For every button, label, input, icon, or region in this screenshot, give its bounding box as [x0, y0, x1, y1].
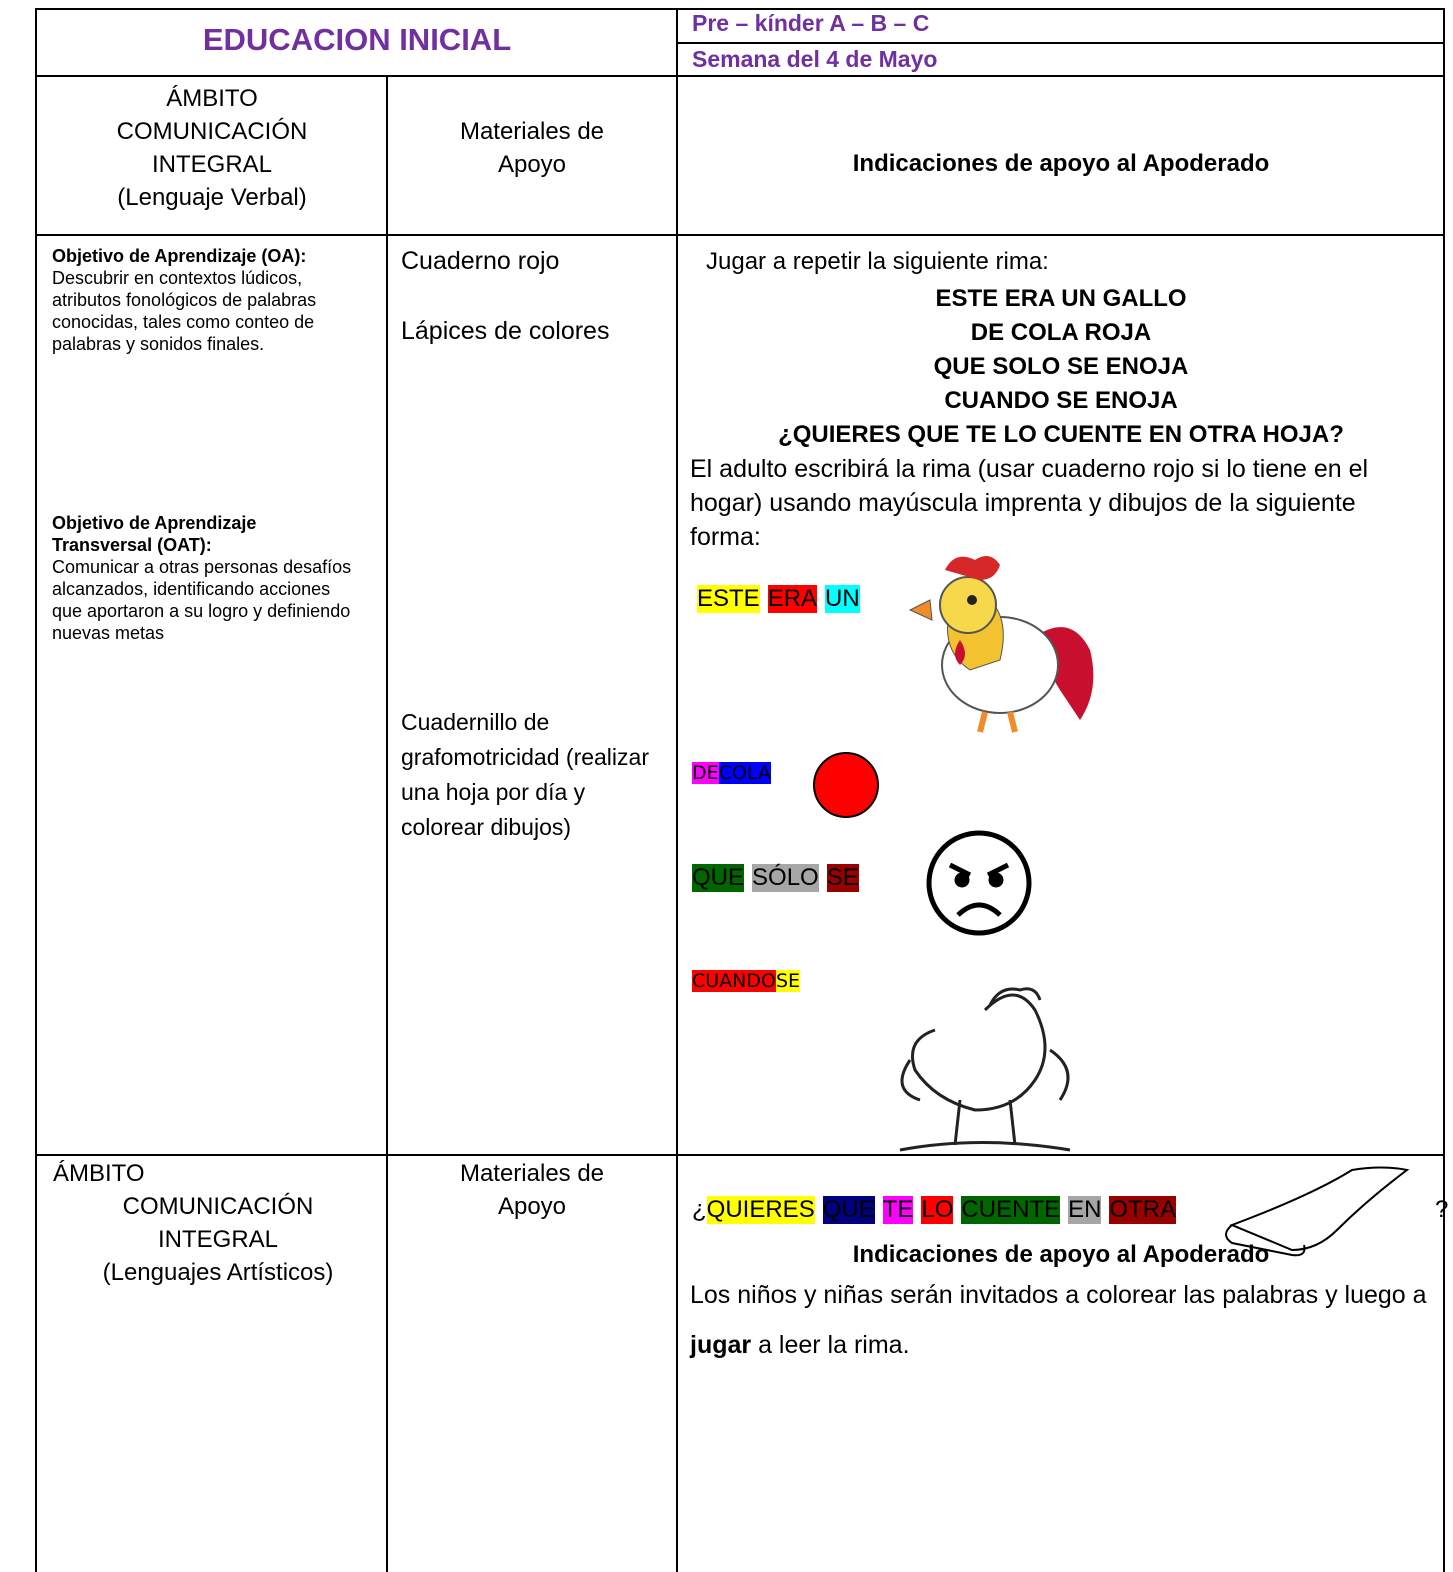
highlighted-word: EN: [1068, 1196, 1102, 1224]
line: COMUNICACIÓN: [122, 1193, 314, 1220]
intro: Jugar a repetir la siguiente rima:: [706, 248, 1049, 275]
highlighted-word: CUENTE: [961, 1196, 1061, 1224]
title: EDUCACION INICIAL: [202, 22, 512, 57]
highlighted-word: TE: [882, 1196, 914, 1224]
highlighted-word: UN: [825, 585, 860, 613]
materials-head: Materiales de Apoyo: [388, 115, 676, 181]
material: Cuaderno rojo: [401, 247, 560, 275]
rooster: [908, 556, 1094, 733]
ambito-head: ÁMBITO COMUNICACIÓN INTEGRAL (Lenguaje V…: [37, 82, 387, 214]
text: a leer la rima.: [751, 1331, 910, 1359]
objective: Objetivo de Aprendizaje (OA): Descubrir e…: [52, 245, 352, 355]
prefix: ¿: [692, 1196, 707, 1223]
rhyme-line: ESTE ERA UN GALLO: [935, 285, 1187, 312]
border: [35, 8, 37, 1572]
line: (Lenguaje Verbal): [117, 184, 307, 211]
highlighted-word: DE: [692, 762, 719, 784]
highlighted-word: SE: [775, 970, 801, 992]
rhyme-line: DE COLA ROJA: [970, 319, 1152, 346]
suffix: ?: [1435, 1196, 1449, 1223]
closing: Los niños y niñas serán invitados a colo…: [690, 1270, 1442, 1370]
explanation: El adulto escribirá la rima (usar cuader…: [690, 455, 1369, 551]
word-row: ESTE ERA UN: [697, 585, 868, 613]
objective-text: Comunicar a otras personas desafíos alca…: [52, 557, 352, 643]
angry-rooster: [899, 987, 1071, 1152]
line: Apoyo: [497, 1193, 567, 1220]
highlighted-word: LO: [921, 1196, 954, 1224]
objective-title: Objetivo de Aprendizaje (OA):: [52, 246, 307, 266]
highlighted-word: SÓLO: [752, 864, 819, 892]
highlighted-word: COLA: [718, 762, 771, 784]
material: Cuadernillo de grafomotricidad (realizar…: [401, 709, 649, 840]
line: ÁMBITO: [166, 85, 258, 112]
border: [676, 8, 678, 1572]
objective-text: Descubrir en contextos lúdicos, atributo…: [52, 268, 317, 354]
highlighted-word: QUE: [692, 864, 745, 892]
objective: Objetivo de Aprendizaje Transversal (OAT…: [52, 512, 352, 644]
border: [1443, 8, 1445, 1572]
rhyme-line: ¿QUIERES QUE TE LO CUENTE EN OTRA HOJA?: [778, 421, 1344, 448]
highlighted-word: OTRA: [1109, 1196, 1177, 1224]
rhyme: ESTE ERA UN GALLO DE COLA ROJA QUE SOLO SE…: [678, 282, 1444, 452]
line: Materiales de: [459, 118, 605, 145]
border: [677, 42, 1445, 44]
border: [386, 76, 388, 1572]
highlighted-word: CUANDO: [692, 970, 776, 992]
instructions-head: Indicaciones de apoyo al Apoderado: [852, 150, 1270, 177]
instructions-head: Indicaciones de apoyo al Apoderado: [852, 1241, 1270, 1268]
line: COMUNICACIÓN: [116, 118, 308, 145]
word-row: ¿QUIERES QUE TE LO CUENTE EN OTRA?: [692, 1196, 1448, 1224]
highlighted-word: QUE: [822, 1196, 875, 1224]
line: INTEGRAL: [157, 1226, 279, 1253]
materials-head: Materiales de Apoyo: [388, 1157, 676, 1223]
ambito-head: ÁMBITO COMUNICACIÓN INTEGRAL (Lenguajes …: [53, 1157, 383, 1289]
highlighted-word: SE: [826, 864, 859, 892]
line: INTEGRAL: [151, 151, 273, 178]
text: Los niños y niñas serán invitados a colo…: [690, 1281, 1427, 1309]
angry-face: [926, 830, 1032, 936]
week: Semana del 4 de Mayo: [692, 46, 938, 72]
word-row: QUE SÓLO SE: [692, 864, 867, 892]
level: Pre – kínder A – B – C: [692, 10, 930, 36]
material: Lápices de colores: [401, 317, 610, 345]
border: [35, 1154, 1445, 1156]
highlighted-word: ESTE: [697, 585, 760, 613]
text: jugar: [690, 1331, 752, 1359]
border: [35, 234, 1445, 236]
line: (Lenguajes Artísticos): [102, 1259, 334, 1286]
red-circle: [813, 752, 879, 818]
highlighted-word: QUIERES: [706, 1196, 815, 1224]
word-row: DECOLA: [692, 762, 771, 784]
rhyme-line: QUE SOLO SE ENOJA: [933, 353, 1189, 380]
rhyme-line: CUANDO SE ENOJA: [944, 387, 1178, 414]
border: [35, 75, 1445, 77]
objective-title: Objetivo de Aprendizaje Transversal (OAT…: [52, 513, 257, 555]
line: Apoyo: [497, 151, 567, 178]
highlighted-word: ERA: [767, 585, 818, 613]
line: ÁMBITO: [53, 1160, 145, 1187]
word-row: CUANDOSE: [692, 970, 801, 992]
border: [35, 8, 1445, 10]
line: Materiales de: [459, 1160, 605, 1187]
